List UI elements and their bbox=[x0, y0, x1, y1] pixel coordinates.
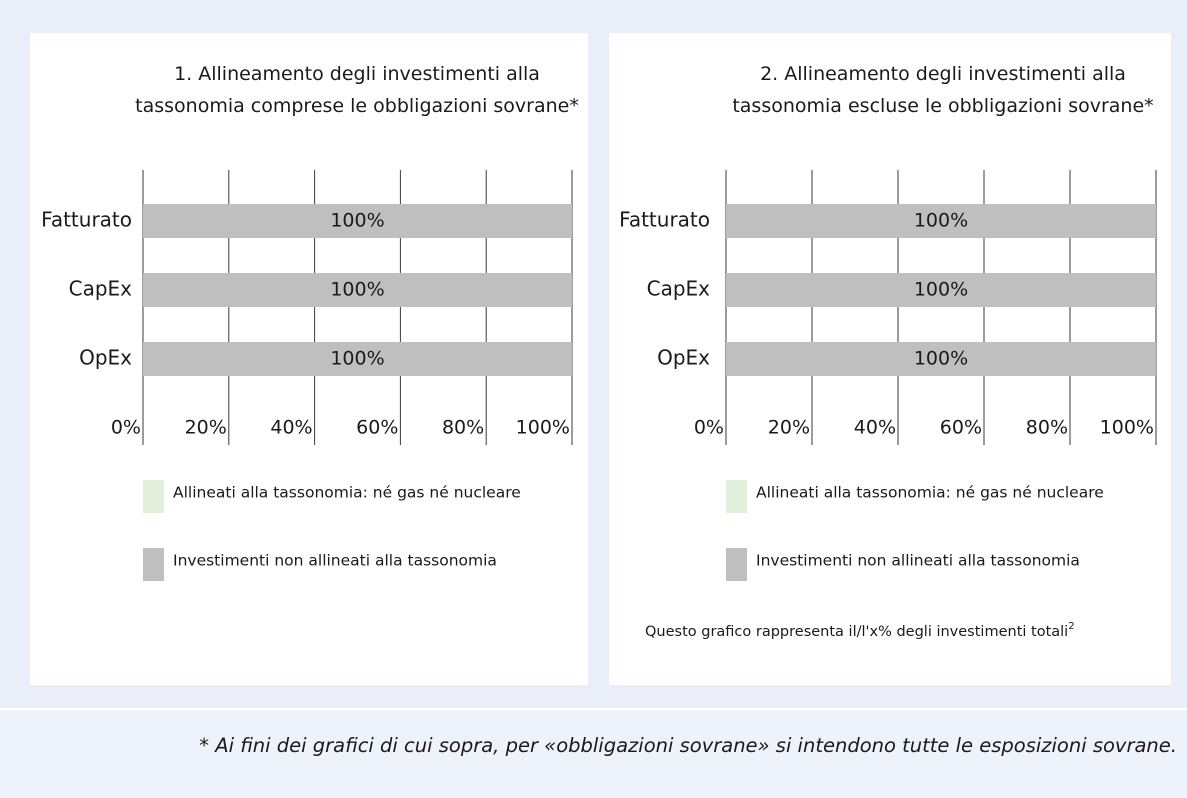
x-tick-label: 80% bbox=[442, 417, 484, 439]
legend-swatch bbox=[143, 548, 164, 581]
bar-segment bbox=[726, 342, 1156, 376]
footer: * Ai fini dei grafici di cui sopra, per … bbox=[0, 708, 1187, 798]
x-tick-label: 40% bbox=[270, 417, 312, 439]
y-tick-label: OpEx bbox=[657, 346, 710, 370]
chart-title: 1. Allineamento degli investimenti alla … bbox=[135, 63, 579, 117]
x-tick-label: 60% bbox=[356, 417, 398, 439]
bar-segment bbox=[143, 342, 572, 376]
value-label: 100% bbox=[914, 279, 968, 301]
chart-title: 2. Allineamento degli investimenti alla … bbox=[732, 63, 1154, 117]
value-label: 100% bbox=[330, 210, 384, 232]
x-tick-label: 40% bbox=[854, 417, 896, 439]
x-tick-label: 60% bbox=[940, 417, 982, 439]
legend-swatch bbox=[143, 480, 164, 513]
y-tick-label: CapEx bbox=[647, 277, 711, 301]
note: Questo grafico rappresenta il/l'x% degli… bbox=[645, 621, 1075, 640]
value-label: 100% bbox=[914, 348, 968, 370]
x-tick-label: 100% bbox=[1100, 417, 1154, 439]
y-tick-label: CapEx bbox=[69, 277, 133, 301]
legend-label: Allineati alla tassonomia: né gas né nuc… bbox=[756, 484, 1104, 502]
legend-label: Investimenti non allineati alla tassonom… bbox=[173, 552, 497, 570]
bar-segment bbox=[726, 204, 1156, 238]
y-tick-label: Fatturato bbox=[619, 208, 710, 232]
x-tick-label: 0% bbox=[111, 417, 141, 439]
x-tick-label: 80% bbox=[1026, 417, 1068, 439]
x-tick-label: 0% bbox=[694, 417, 724, 439]
legend-label: Allineati alla tassonomia: né gas né nuc… bbox=[173, 484, 521, 502]
y-tick-label: Fatturato bbox=[41, 208, 132, 232]
note-text: Questo grafico rappresenta il/l'x% degli… bbox=[645, 624, 1068, 640]
value-label: 100% bbox=[914, 210, 968, 232]
value-label: 100% bbox=[330, 348, 384, 370]
footnote: * Ai fini dei grafici di cui sopra, per … bbox=[199, 734, 1177, 757]
x-tick-label: 100% bbox=[516, 417, 570, 439]
x-tick-label: 20% bbox=[768, 417, 810, 439]
legend-label: Investimenti non allineati alla tassonom… bbox=[756, 552, 1080, 570]
charts: 0% 20% 40% 60% 80% 100%Fatturato 100%CapEx 100%… bbox=[41, 170, 1157, 640]
x-tick-label: 20% bbox=[185, 417, 227, 439]
bar-segment bbox=[726, 273, 1156, 307]
legend-swatch bbox=[726, 548, 747, 581]
y-tick-label: OpEx bbox=[79, 346, 132, 370]
value-label: 100% bbox=[330, 279, 384, 301]
bar-segment bbox=[143, 273, 572, 307]
note-superscript: 2 bbox=[1068, 621, 1074, 632]
legend-swatch bbox=[726, 480, 747, 513]
bar-segment bbox=[143, 204, 572, 238]
